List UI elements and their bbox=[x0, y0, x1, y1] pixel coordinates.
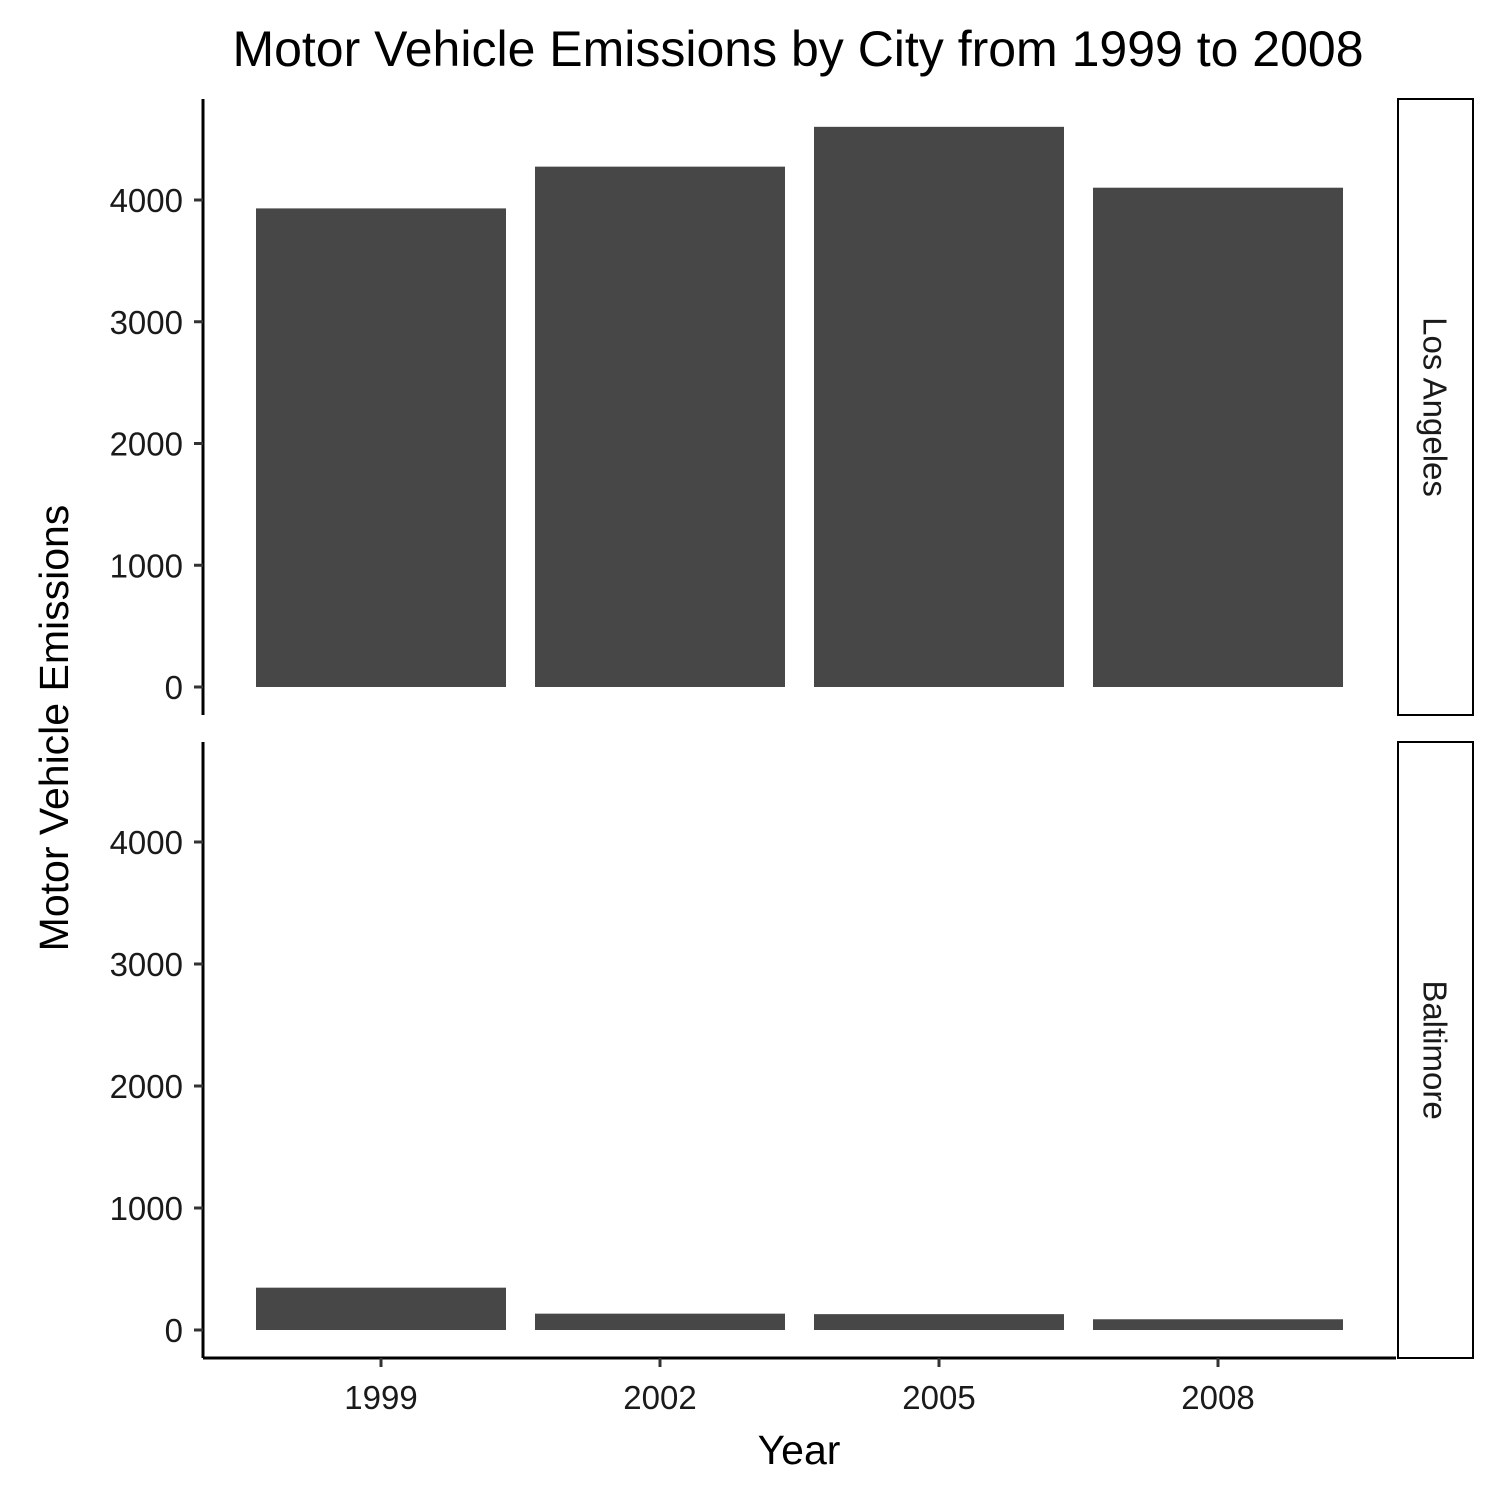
y-tick-label: 4000 bbox=[110, 182, 183, 219]
x-axis-title: Year bbox=[758, 1427, 841, 1473]
x-tick-label: 2002 bbox=[623, 1379, 696, 1416]
bar-baltimore-2002 bbox=[535, 1313, 785, 1330]
y-tick-label: 3000 bbox=[110, 946, 183, 983]
y-tick-label: 2000 bbox=[110, 426, 183, 463]
bar-baltimore-2005 bbox=[814, 1314, 1064, 1330]
bar-baltimore-2008 bbox=[1093, 1319, 1343, 1330]
facet-strip-label: Baltimore bbox=[1417, 980, 1454, 1119]
bar-los-angeles-1999 bbox=[256, 208, 506, 687]
x-tick-label: 2008 bbox=[1181, 1379, 1254, 1416]
y-axis-title: Motor Vehicle Emissions bbox=[31, 505, 77, 952]
y-tick-label: 1000 bbox=[110, 547, 183, 584]
bar-baltimore-1999 bbox=[256, 1287, 506, 1330]
y-tick-label: 3000 bbox=[110, 304, 183, 341]
chart-title: Motor Vehicle Emissions by City from 199… bbox=[232, 21, 1363, 77]
bar-los-angeles-2002 bbox=[535, 166, 785, 687]
bar-los-angeles-2008 bbox=[1093, 187, 1343, 687]
facet-strip-label: Los Angeles bbox=[1417, 317, 1454, 497]
y-tick-label: 1000 bbox=[110, 1190, 183, 1227]
bar-los-angeles-2005 bbox=[814, 126, 1064, 687]
y-tick-label: 2000 bbox=[110, 1068, 183, 1105]
facet-strip bbox=[1397, 741, 1474, 1359]
x-tick-label: 2005 bbox=[902, 1379, 975, 1416]
y-tick-label: 0 bbox=[165, 669, 183, 706]
y-tick-label: 0 bbox=[165, 1312, 183, 1349]
facet-strip bbox=[1397, 98, 1474, 716]
x-tick-label: 1999 bbox=[344, 1379, 417, 1416]
y-tick-label: 4000 bbox=[110, 824, 183, 861]
